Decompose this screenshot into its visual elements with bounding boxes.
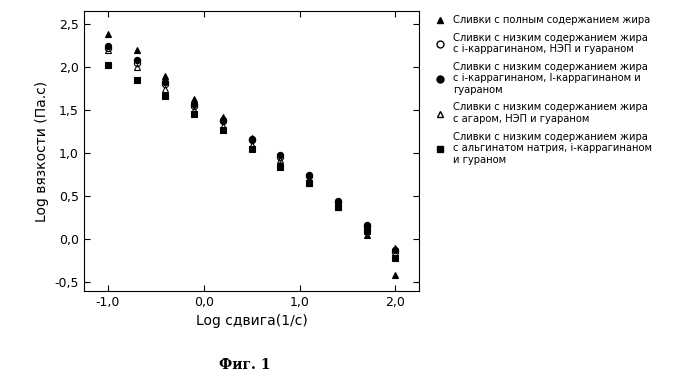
Y-axis label: Log вязкости (Па.с): Log вязкости (Па.с) <box>35 81 49 222</box>
X-axis label: Log сдвига(1/с): Log сдвига(1/с) <box>196 314 308 328</box>
Text: Фиг. 1: Фиг. 1 <box>219 358 271 372</box>
Legend: Сливки с полным содержанием жира, Сливки с низким содержанием жира
с i-каррагина: Сливки с полным содержанием жира, Сливки… <box>426 11 656 169</box>
